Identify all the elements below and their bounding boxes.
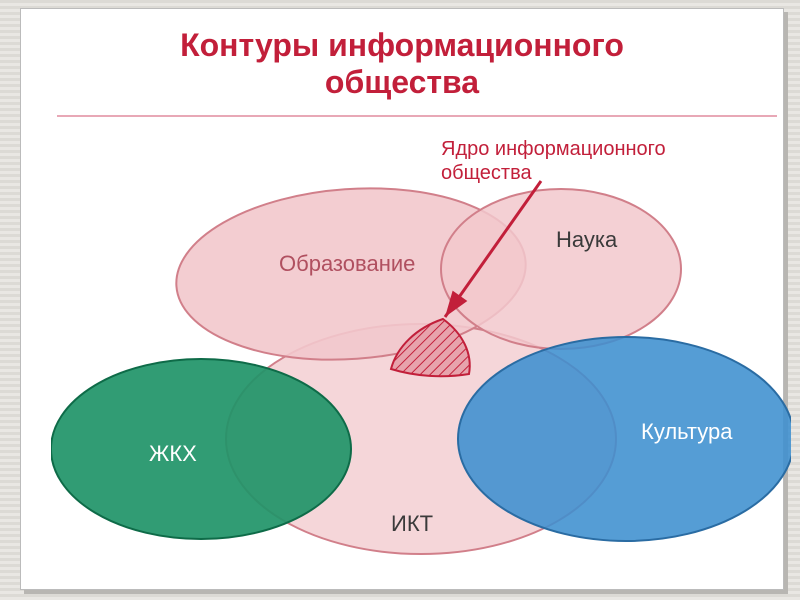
title-underline — [57, 115, 777, 117]
page-title: Контуры информационного общества — [21, 27, 783, 101]
ellipse-zhkh — [51, 359, 351, 539]
label-education: Образование — [279, 251, 415, 276]
label-zhkh: ЖКХ — [149, 441, 197, 466]
ellipse-science — [441, 189, 681, 349]
annotation-line-1: Ядро информационного — [441, 138, 666, 160]
ellipse-culture — [458, 337, 791, 541]
venn-diagram: ИКТ Образование Наука ЖКХ Культура — [51, 159, 791, 579]
slide-card: Контуры информационного общества Ядро ин… — [20, 8, 784, 590]
label-science: Наука — [556, 227, 618, 252]
page: Контуры информационного общества Ядро ин… — [0, 0, 800, 600]
title-line-2: общества — [325, 64, 479, 100]
label-culture: Культура — [641, 419, 733, 444]
title-line-1: Контуры информационного — [180, 27, 624, 63]
label-ikt: ИКТ — [391, 511, 433, 536]
